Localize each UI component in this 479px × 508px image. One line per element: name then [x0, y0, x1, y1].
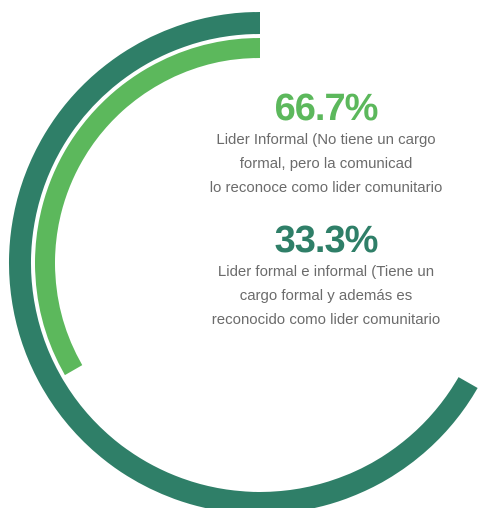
arc — [35, 38, 261, 376]
value-label: 66.7% — [274, 87, 379, 129]
arc — [9, 12, 478, 508]
value-label: 33.3% — [274, 219, 379, 261]
legend-text: Lider formal e informal (Tiene un cargo … — [211, 263, 441, 328]
legend-text: Lider Informal (No tiene un cargo formal… — [209, 131, 443, 196]
label-block: 33.3% Lider formal e informal (Tiene un c… — [156, 220, 479, 332]
label-block: 66.7% Lider Informal (No tiene un cargo f… — [156, 88, 479, 200]
